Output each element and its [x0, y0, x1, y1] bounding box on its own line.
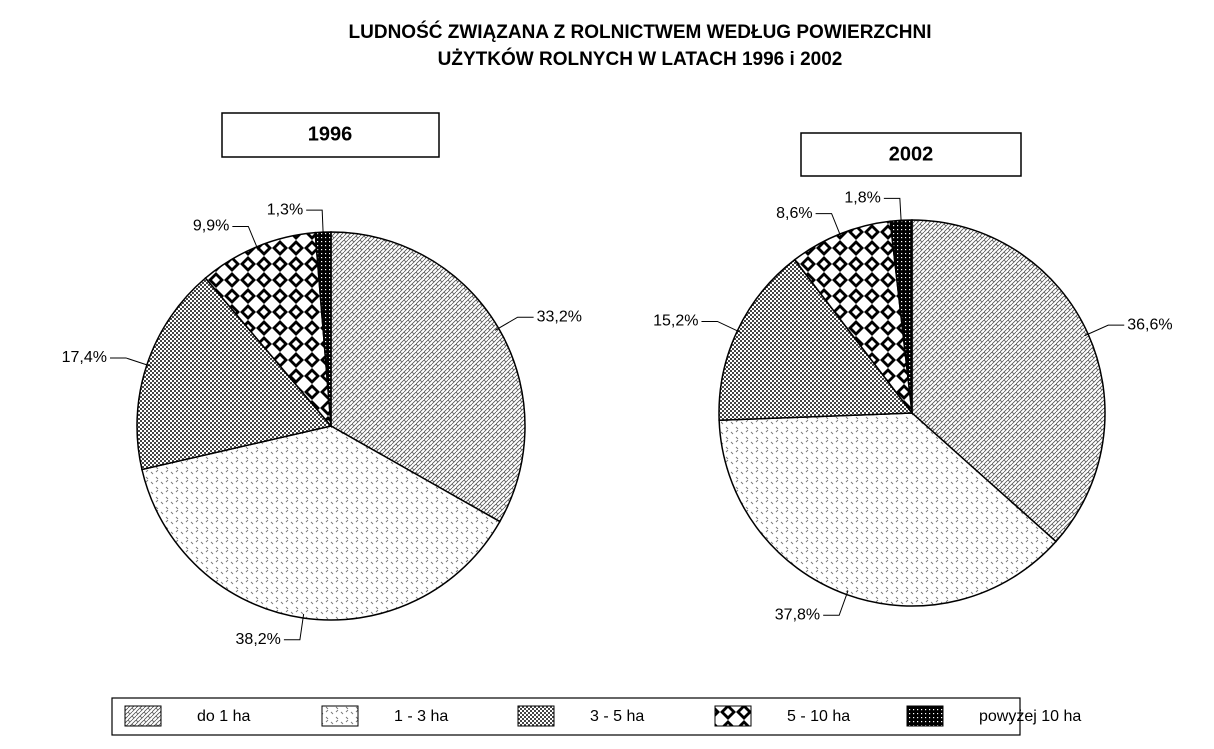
leader-line [823, 590, 849, 616]
legend-swatch [321, 705, 359, 727]
data-label: 33,2% [537, 308, 582, 325]
leader-line [494, 316, 534, 331]
legend-label: do 1 ha [197, 708, 250, 725]
data-label: 8,6% [776, 205, 812, 222]
legend-label: 3 - 5 ha [590, 708, 644, 725]
data-label: 9,9% [193, 218, 229, 235]
leader-line [815, 213, 842, 238]
legend-swatch [124, 705, 162, 727]
data-label: 38,2% [236, 631, 281, 648]
leader-line [701, 320, 742, 333]
leader-line [109, 357, 151, 367]
data-label: 37,8% [775, 607, 820, 624]
legend-swatch [714, 705, 752, 727]
chart-title: LUDNOŚĆ ZWIĄZANA Z ROLNICTWEM WEDŁUG POW… [349, 21, 932, 43]
pie-title-box [800, 132, 1022, 177]
data-label: 15,2% [653, 313, 698, 330]
leader-line [283, 613, 305, 641]
legend-label: powyżej 10 ha [979, 708, 1081, 725]
legend-swatch [517, 705, 555, 727]
data-label: 17,4% [62, 349, 107, 366]
data-label: 36,6% [1127, 316, 1172, 333]
leader-line [306, 209, 324, 237]
legend-label: 1 - 3 ha [394, 708, 448, 725]
data-label: 1,3% [267, 201, 303, 218]
pie-title-box [221, 112, 440, 158]
legend-label: 5 - 10 ha [787, 708, 850, 725]
legend-swatch [906, 705, 944, 727]
pie-title: 2002 [889, 143, 934, 165]
data-label: 1,8% [844, 190, 880, 207]
pie-title: 1996 [308, 123, 353, 145]
legend-box [111, 697, 1021, 736]
leader-line [883, 197, 902, 225]
leader-line [1084, 324, 1125, 337]
leader-line [232, 225, 259, 251]
chart-title: UŻYTKÓW ROLNYCH W LATACH 1996 i 2002 [438, 48, 843, 70]
